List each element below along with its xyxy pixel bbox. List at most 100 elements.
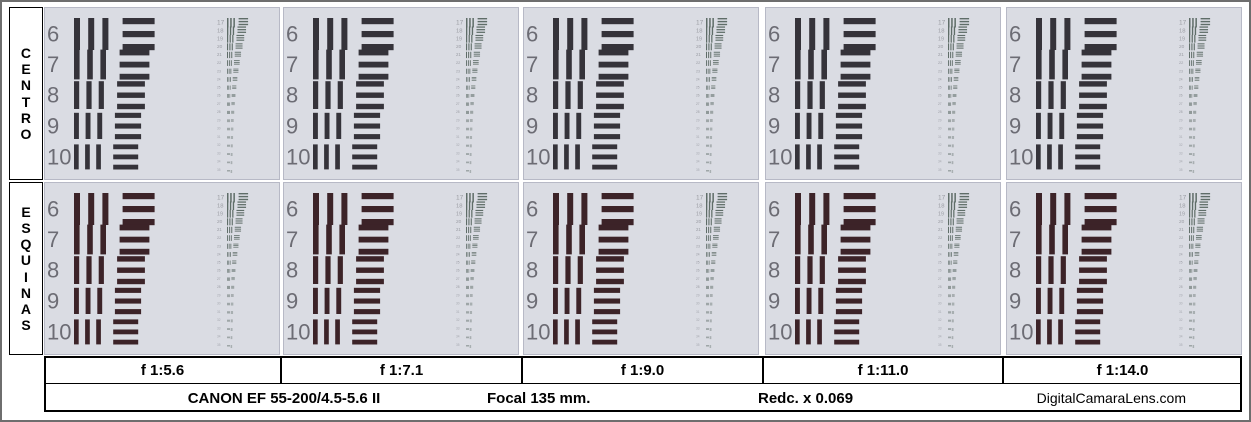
svg-text:24: 24 — [1179, 77, 1183, 81]
svg-text:6: 6 — [1009, 22, 1021, 47]
svg-text:23: 23 — [456, 69, 460, 73]
svg-text:22: 22 — [696, 235, 700, 240]
svg-text:8: 8 — [768, 258, 780, 283]
svg-text:34: 34 — [696, 160, 700, 164]
svg-text:29: 29 — [938, 293, 942, 297]
svg-text:18: 18 — [1179, 204, 1186, 210]
svg-text:33: 33 — [696, 151, 700, 155]
svg-text:33: 33 — [938, 151, 942, 155]
svg-text:8: 8 — [526, 83, 538, 108]
svg-text:19: 19 — [938, 36, 944, 42]
svg-text:21: 21 — [456, 227, 461, 232]
svg-text:35: 35 — [456, 168, 460, 172]
svg-text:27: 27 — [456, 277, 460, 281]
svg-text:24: 24 — [456, 252, 460, 256]
svg-text:20: 20 — [938, 219, 944, 225]
svg-text:7: 7 — [526, 52, 538, 77]
svg-text:32: 32 — [1179, 318, 1183, 322]
svg-text:19: 19 — [696, 211, 702, 217]
svg-text:7: 7 — [1009, 52, 1021, 77]
svg-text:7: 7 — [768, 52, 780, 77]
svg-text:34: 34 — [456, 335, 460, 339]
svg-text:28: 28 — [696, 110, 700, 114]
svg-text:6: 6 — [526, 22, 538, 47]
svg-text:18: 18 — [696, 204, 703, 210]
svg-text:6: 6 — [47, 22, 59, 47]
svg-text:6: 6 — [526, 197, 538, 222]
svg-text:10: 10 — [47, 144, 71, 169]
svg-text:32: 32 — [456, 318, 460, 322]
svg-text:9: 9 — [286, 288, 298, 313]
svg-text:20: 20 — [696, 219, 702, 225]
svg-text:22: 22 — [1179, 60, 1183, 65]
svg-text:21: 21 — [696, 52, 701, 57]
svg-text:9: 9 — [1009, 288, 1021, 313]
svg-text:29: 29 — [1179, 293, 1183, 297]
svg-text:21: 21 — [217, 52, 222, 57]
svg-text:27: 27 — [938, 277, 942, 281]
svg-text:23: 23 — [696, 244, 700, 248]
svg-text:35: 35 — [1179, 343, 1183, 347]
svg-text:20: 20 — [1179, 219, 1185, 225]
svg-text:35: 35 — [696, 168, 700, 172]
svg-text:18: 18 — [938, 204, 945, 210]
svg-text:33: 33 — [696, 326, 700, 330]
svg-text:26: 26 — [456, 269, 460, 273]
svg-text:19: 19 — [938, 211, 944, 217]
svg-text:6: 6 — [768, 22, 780, 47]
svg-text:19: 19 — [1179, 211, 1185, 217]
svg-text:17: 17 — [696, 195, 704, 202]
svg-text:19: 19 — [696, 36, 702, 42]
svg-text:9: 9 — [1009, 113, 1021, 138]
svg-text:30: 30 — [938, 127, 942, 131]
svg-text:23: 23 — [456, 244, 460, 248]
svg-text:24: 24 — [1179, 252, 1183, 256]
svg-text:25: 25 — [217, 261, 221, 265]
svg-text:18: 18 — [938, 29, 945, 35]
svg-text:17: 17 — [1179, 195, 1187, 202]
svg-text:29: 29 — [456, 293, 460, 297]
svg-text:31: 31 — [456, 135, 460, 139]
svg-text:26: 26 — [217, 269, 221, 273]
svg-text:9: 9 — [47, 288, 59, 313]
svg-text:10: 10 — [47, 319, 71, 344]
svg-text:26: 26 — [696, 269, 700, 273]
svg-text:20: 20 — [217, 44, 223, 50]
svg-text:25: 25 — [696, 86, 700, 90]
svg-text:30: 30 — [456, 127, 460, 131]
svg-text:9: 9 — [768, 288, 780, 313]
svg-text:31: 31 — [696, 135, 700, 139]
svg-text:20: 20 — [456, 44, 462, 50]
svg-text:34: 34 — [938, 160, 942, 164]
svg-text:31: 31 — [938, 310, 942, 314]
svg-text:22: 22 — [938, 60, 942, 65]
svg-text:9: 9 — [768, 113, 780, 138]
svg-text:10: 10 — [526, 319, 550, 344]
svg-text:10: 10 — [1009, 319, 1033, 344]
svg-text:8: 8 — [768, 83, 780, 108]
svg-text:32: 32 — [696, 143, 700, 147]
svg-text:29: 29 — [696, 118, 700, 122]
svg-text:28: 28 — [456, 285, 460, 289]
svg-text:30: 30 — [696, 127, 700, 131]
svg-text:9: 9 — [526, 288, 538, 313]
svg-text:32: 32 — [217, 143, 221, 147]
svg-text:10: 10 — [526, 144, 550, 169]
svg-text:24: 24 — [696, 77, 700, 81]
svg-text:8: 8 — [1009, 83, 1021, 108]
svg-text:35: 35 — [938, 343, 942, 347]
svg-text:24: 24 — [696, 252, 700, 256]
svg-text:6: 6 — [286, 197, 298, 222]
svg-text:10: 10 — [768, 144, 792, 169]
svg-text:21: 21 — [1179, 52, 1184, 57]
svg-text:28: 28 — [938, 110, 942, 114]
svg-text:34: 34 — [1179, 335, 1183, 339]
svg-text:23: 23 — [217, 244, 221, 248]
svg-text:34: 34 — [1179, 160, 1183, 164]
svg-text:20: 20 — [456, 219, 462, 225]
svg-text:7: 7 — [286, 227, 298, 252]
svg-text:31: 31 — [696, 310, 700, 314]
svg-text:24: 24 — [938, 77, 942, 81]
svg-text:30: 30 — [456, 302, 460, 306]
svg-text:33: 33 — [456, 151, 460, 155]
